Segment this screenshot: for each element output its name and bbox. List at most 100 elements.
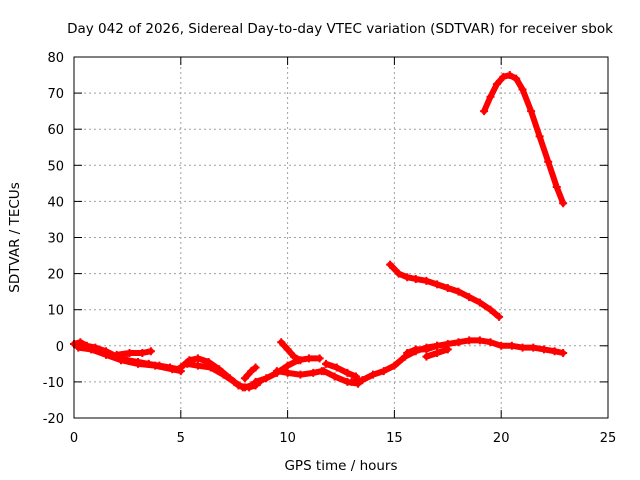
data-point [272,367,281,376]
data-point [465,293,474,302]
data-point [443,345,452,354]
data-point [475,298,484,307]
data-point [486,92,495,101]
data-point [309,368,318,377]
series-16 [480,71,568,208]
data-point [499,72,508,81]
data-point [193,354,202,363]
data-point [552,182,561,191]
y-tick-label: -20 [43,412,64,427]
data-point [183,359,192,368]
x-tick-label: 25 [600,431,617,446]
data-point [76,338,85,347]
x-tick-label: 10 [279,431,296,446]
data-point [193,361,202,370]
data-point [486,338,495,347]
data-point [102,350,111,359]
data-point [433,341,442,350]
data-point [539,345,548,354]
series-12 [347,336,568,386]
data-point [330,372,339,381]
data-point [116,356,125,365]
data-point [550,347,559,356]
data-point [386,260,395,269]
data-point [512,74,521,83]
data-point [486,305,495,314]
series-10 [322,359,360,381]
data-point [529,343,538,352]
data-point [251,363,260,372]
data-point [559,349,568,358]
data-point [283,368,292,377]
data-point [369,370,378,379]
data-point [422,276,431,285]
data-point [465,336,474,345]
y-tick-label: 60 [47,123,64,138]
series-trace [404,342,441,356]
data-point [247,367,256,376]
data-point [544,157,553,166]
y-tick-label: 20 [47,268,64,283]
x-tick-label: 20 [493,431,510,446]
y-tick-label: 0 [56,340,64,355]
data-point [315,354,324,363]
data-point [492,80,501,89]
data-point [390,361,399,370]
data-point [507,341,516,350]
data-point [443,284,452,293]
data-point [497,341,506,350]
data-point [559,199,568,208]
data-point [518,343,527,352]
series-14 [422,345,452,361]
data-point [125,349,134,358]
data-point [480,107,489,116]
data-point [322,359,331,368]
chart-title: Day 042 of 2026, Sidereal Day-to-day VTE… [67,21,613,37]
data-point [454,338,463,347]
data-point [146,347,155,356]
data-point [454,287,463,296]
plot-frame [73,56,609,419]
data-point [245,383,254,392]
y-tick-label: 40 [47,195,64,210]
data-point [168,365,177,374]
data-point [138,349,147,358]
tick-labels: 0 5 10 15 20 25 -20 -10 0 10 20 30 40 50 60 70 80 [43,51,617,446]
data-point [379,367,388,376]
data-point [433,280,442,289]
series-5 [183,359,260,392]
data-point [134,359,143,368]
series-trace [323,360,359,380]
data-point [319,367,328,376]
data-point [422,352,431,361]
data-point [283,345,292,354]
data-point [505,71,514,80]
series-15 [386,260,504,321]
series-6 [240,363,260,383]
data-point [112,350,121,359]
y-tick-label: 10 [47,304,64,319]
series-13 [403,341,442,358]
x-axis-label: GPS time / hours [284,458,397,474]
data-point [219,370,228,379]
data-point [240,374,249,383]
data-point [332,363,341,372]
data-point [347,377,356,386]
data-point [87,345,96,354]
series-9 [277,338,305,365]
data-point [527,107,536,116]
y-tick-label: 80 [47,51,64,66]
data-point [411,275,420,284]
data-point [176,363,185,372]
data-point [403,349,412,358]
x-tick-label: 0 [70,431,78,446]
data-point [296,370,305,379]
y-tick-label: 70 [47,87,64,102]
x-tick-label: 15 [386,431,403,446]
data-point [262,374,271,383]
data-point [296,356,305,365]
data-point [403,273,412,282]
data-point [535,132,544,141]
